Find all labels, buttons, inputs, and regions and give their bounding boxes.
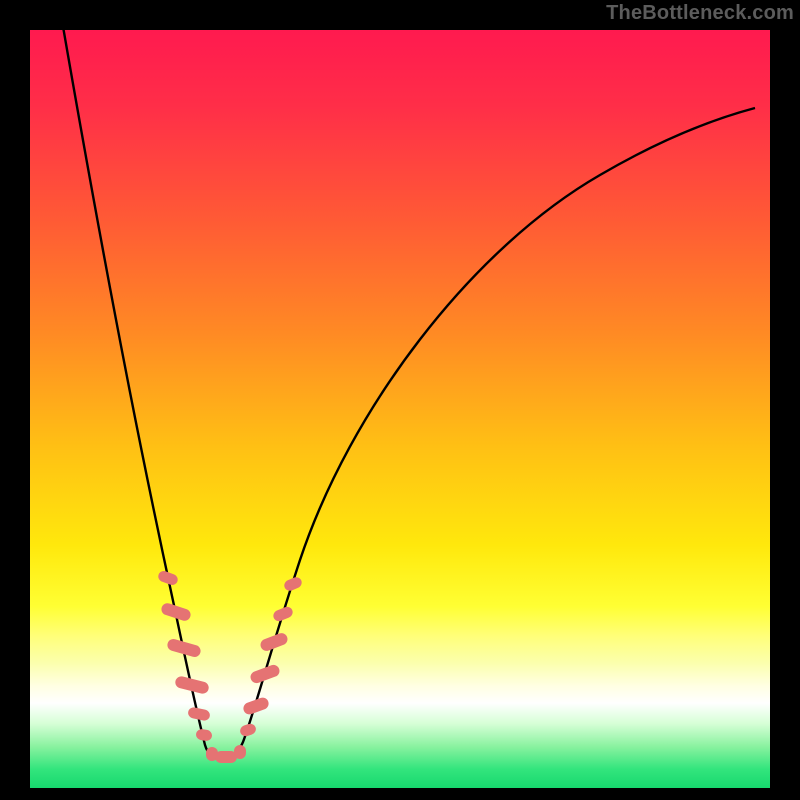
watermark-text: TheBottleneck.com bbox=[606, 2, 794, 25]
plot-area bbox=[30, 30, 770, 788]
frame-left bbox=[0, 0, 30, 800]
data-marker bbox=[259, 631, 289, 652]
data-marker bbox=[187, 706, 211, 721]
chart-container: TheBottleneck.com bbox=[0, 0, 800, 800]
data-marker bbox=[239, 722, 258, 737]
frame-right bbox=[770, 0, 800, 800]
data-marker bbox=[249, 663, 281, 685]
frame-bottom bbox=[0, 788, 800, 800]
bottleneck-curve bbox=[55, 30, 755, 758]
data-marker bbox=[272, 605, 295, 623]
data-marker bbox=[195, 728, 213, 742]
data-marker bbox=[215, 751, 237, 763]
curve-layer bbox=[30, 30, 770, 788]
marker-group bbox=[157, 569, 304, 763]
data-marker bbox=[234, 745, 246, 759]
